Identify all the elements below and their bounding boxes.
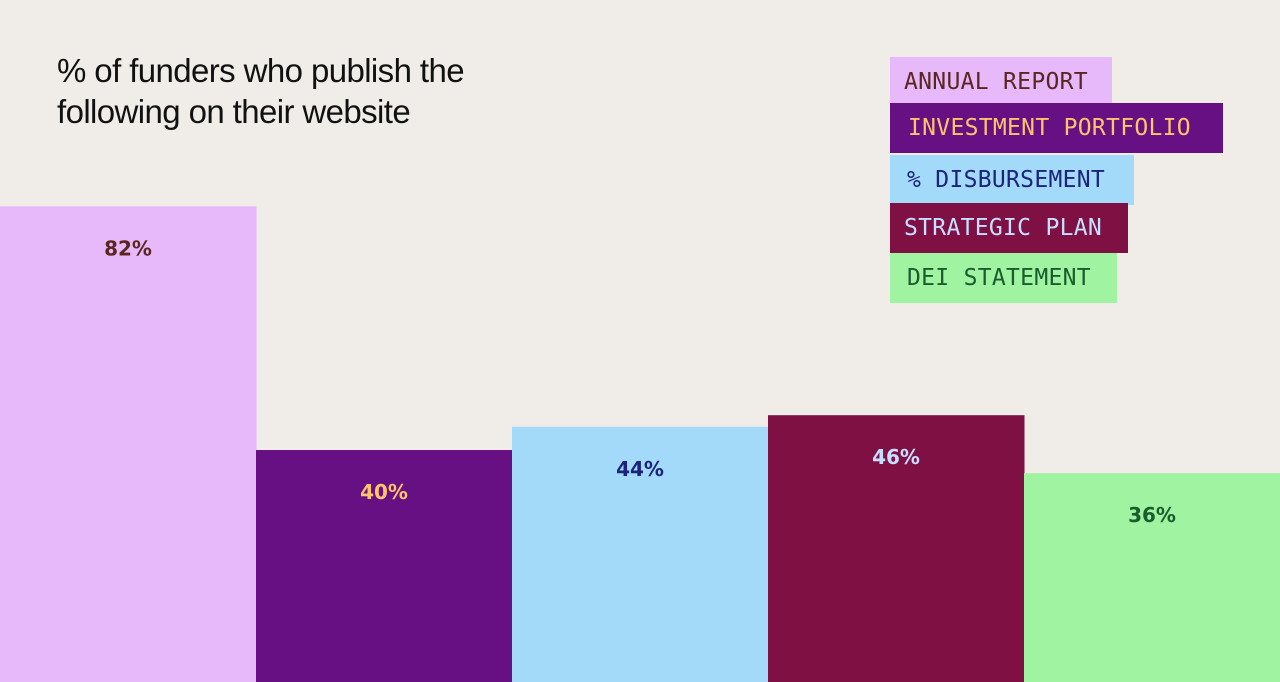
chart-title: % of funders who publish the following o… (57, 52, 465, 130)
data-label-annual-report: 82% (104, 236, 152, 260)
bar-annual-report (0, 206, 257, 682)
legend-item-investment-portfolio: INVESTMENT PORTFOLIO (890, 103, 1223, 153)
legend-item-strategic-plan: STRATEGIC PLAN (890, 203, 1128, 253)
bar-dei-statement (1024, 473, 1280, 682)
bar-investment-portfolio (256, 450, 513, 682)
bar-pct-disbursement (512, 426, 769, 682)
data-label-pct-disbursement: 44% (616, 457, 664, 481)
data-label-strategic-plan: 46% (872, 445, 920, 469)
legend-item-annual-report: ANNUAL REPORT (890, 57, 1112, 107)
data-label-investment-portfolio: 40% (360, 480, 408, 504)
bar-strategic-plan (768, 415, 1025, 682)
data-label-dei-statement: 36% (1128, 503, 1176, 527)
legend-item-dei-statement: DEI STATEMENT (890, 253, 1117, 303)
legend-item-pct-disbursement: % DISBURSEMENT (890, 155, 1134, 205)
